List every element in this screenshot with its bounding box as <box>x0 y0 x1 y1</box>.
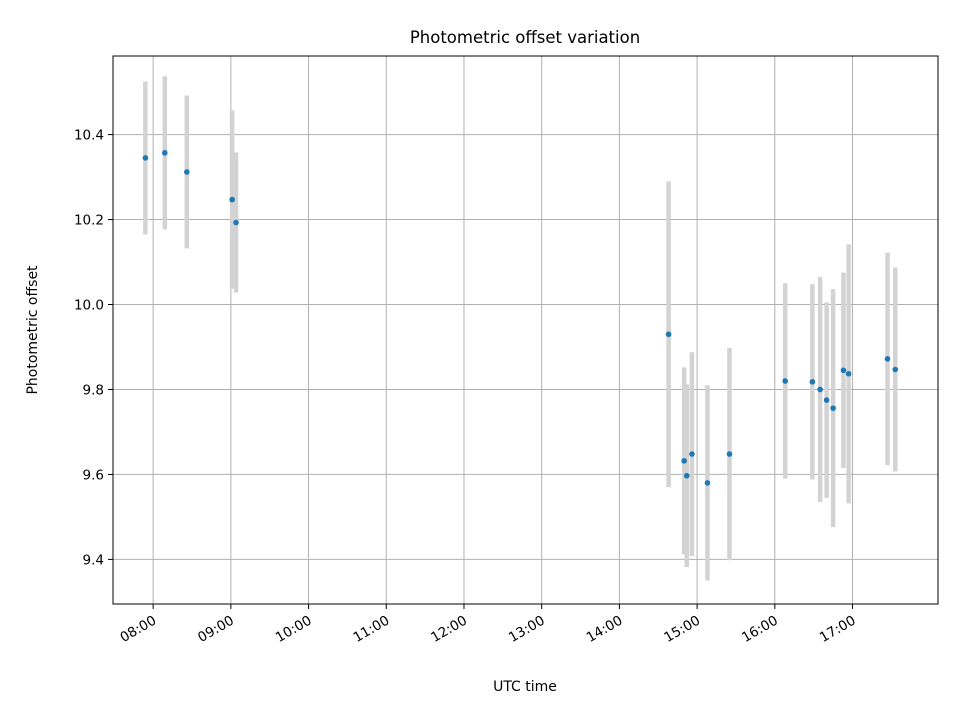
x-tick-label: 13:00 <box>506 613 548 646</box>
x-tick-label: 08:00 <box>117 613 159 646</box>
x-tick-label: 17:00 <box>817 613 859 646</box>
y-axis-label: Photometric offset <box>25 265 41 395</box>
x-tick-label: 09:00 <box>195 613 237 646</box>
data-point <box>840 367 847 374</box>
data-point <box>823 397 830 403</box>
x-tick-label: 16:00 <box>739 613 781 646</box>
chart-title: Photometric offset variation <box>410 28 640 47</box>
data-point <box>162 150 168 156</box>
data-point <box>704 480 711 486</box>
x-tick-label: 14:00 <box>584 613 626 646</box>
data-point <box>830 405 836 411</box>
y-tick-label: 9.4 <box>83 552 104 568</box>
data-point <box>142 155 149 161</box>
data-point <box>184 169 190 175</box>
y-tick-label: 10.4 <box>74 128 104 144</box>
grid-lines <box>113 56 938 604</box>
data-point <box>884 356 891 362</box>
data-point <box>809 379 816 385</box>
error-bars <box>143 76 898 581</box>
y-tick-label: 9.6 <box>83 467 104 483</box>
plot-frame <box>112 55 939 605</box>
data-point <box>681 458 687 464</box>
ticks: 08:00 09:00 10:00 11:00 12:00 13:00 14:00 15:00… <box>74 128 859 646</box>
x-axis-label: UTC time <box>493 679 557 695</box>
data-point <box>726 451 733 457</box>
data-point <box>233 219 239 226</box>
data-point <box>892 366 899 373</box>
data-point <box>845 370 852 377</box>
data-point <box>683 472 690 479</box>
y-tick-label: 10.0 <box>74 298 104 314</box>
data-point <box>817 386 823 393</box>
data-point <box>782 378 788 384</box>
data-point <box>665 331 672 338</box>
y-tick-label: 9.8 <box>83 382 104 398</box>
x-tick-label: 10:00 <box>273 613 315 646</box>
data-points <box>142 150 899 486</box>
data-point <box>689 451 695 457</box>
data-point <box>229 196 235 203</box>
y-tick-label: 10.2 <box>74 213 104 229</box>
x-tick-label: 15:00 <box>661 613 703 646</box>
x-tick-label: 11:00 <box>351 613 393 646</box>
x-tick-label: 12:00 <box>428 613 470 646</box>
